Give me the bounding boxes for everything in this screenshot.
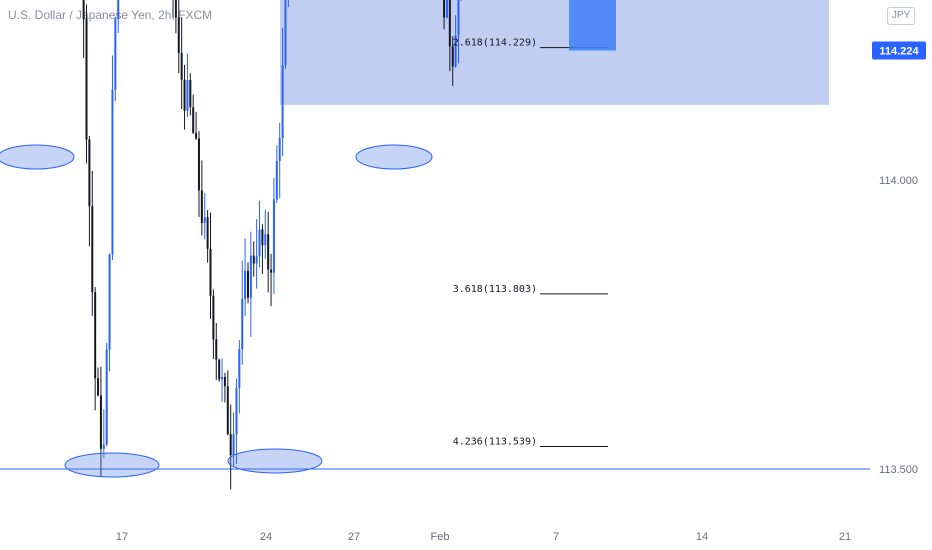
candle-body [448, 0, 451, 47]
candle-body [91, 206, 94, 293]
candle-body [94, 292, 97, 379]
x-axis-tick-label: 7 [553, 531, 559, 543]
x-axis-tick-label: 24 [260, 531, 272, 543]
swing-marker-ellipse[interactable] [355, 144, 433, 170]
swing-marker-ellipse[interactable] [0, 144, 75, 170]
candle-body [223, 376, 226, 387]
candle-body [281, 65, 284, 139]
candle-body [111, 89, 114, 255]
candle-body [192, 107, 195, 133]
candle-body [97, 378, 100, 396]
candle-body [457, 0, 460, 36]
candle-body [215, 339, 218, 360]
y-axis-tick-label: 113.500 [879, 464, 918, 476]
candle-body [108, 254, 111, 350]
candle-body [203, 217, 206, 224]
candle-body [270, 269, 273, 273]
candle-body [88, 139, 91, 207]
candle-body [209, 248, 212, 296]
candle-body [174, 0, 177, 18]
currency-badge[interactable]: JPY [887, 7, 915, 25]
candle-body [105, 349, 108, 445]
price-axis-badge-label: 114.224 [879, 46, 919, 58]
support-zone[interactable] [280, 0, 829, 105]
candle-body [180, 52, 183, 80]
candle-body [82, 0, 85, 20]
candle-body [454, 35, 457, 67]
candle-body [189, 80, 192, 108]
candle-body [255, 256, 258, 264]
candle-body [218, 359, 221, 380]
candle-body [85, 19, 88, 140]
position-reward-box[interactable] [569, 0, 616, 51]
candle-body [186, 80, 189, 111]
candle-body [264, 234, 267, 246]
y-axis-tick-label: 114.000 [879, 175, 918, 187]
x-axis-tick-label: Feb [431, 531, 450, 543]
candle-body [212, 295, 215, 340]
candle-body [177, 17, 180, 53]
candle-body [252, 255, 255, 264]
candle-body [258, 229, 261, 257]
candle-body [451, 46, 454, 67]
candle-body [197, 138, 200, 191]
candle-body [229, 434, 232, 456]
candle-body [445, 0, 448, 18]
swing-marker-ellipse[interactable] [227, 448, 323, 474]
candle-body [284, 0, 287, 66]
candle-body [232, 434, 235, 456]
chart-title: U.S. Dollar / Japanese Yen, 2h, FXCM [8, 8, 213, 22]
candle-body [114, 18, 117, 90]
candle-body [241, 299, 244, 350]
candle-body [200, 190, 203, 224]
candle-body [249, 255, 252, 298]
price-axis-badge [872, 41, 926, 60]
candle-body [272, 199, 275, 273]
candle-body [99, 395, 102, 449]
candle-body [235, 387, 238, 435]
candle-body [238, 349, 241, 388]
candle-body [267, 234, 270, 270]
candle-body [226, 386, 229, 435]
candle-body [278, 138, 281, 161]
fib-level-label: 4.236(113.539) [453, 436, 537, 447]
x-axis-tick-label: 27 [348, 531, 360, 543]
candle-body [195, 132, 198, 139]
candle-body [244, 270, 247, 300]
x-axis-tick-label: 21 [839, 531, 851, 543]
fib-level-label: 3.618(113.803) [453, 284, 537, 295]
candle-body [443, 0, 446, 18]
candle-body [117, 0, 120, 19]
candle-body [246, 270, 249, 298]
candle-body [275, 160, 278, 200]
candle-body [206, 217, 209, 249]
x-axis-tick-label: 14 [696, 531, 708, 543]
candle-body [221, 376, 224, 380]
candle-body [261, 229, 264, 246]
candle-body [102, 444, 105, 449]
candle-body [183, 79, 186, 111]
fib-level-label: 2.618(114.229) [453, 38, 537, 49]
swing-marker-ellipse[interactable] [64, 452, 160, 478]
x-axis-tick-label: 17 [116, 531, 128, 543]
